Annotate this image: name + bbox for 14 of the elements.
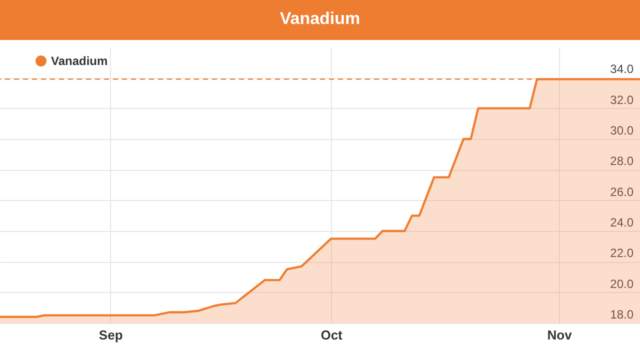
y-tick-label: 30.0 [610, 124, 634, 138]
x-tick-label: Sep [98, 328, 123, 342]
y-tick-label: 28.0 [610, 154, 634, 168]
y-tick-label: 18.0 [610, 308, 634, 322]
y-tick-label: 32.0 [610, 92, 634, 107]
y-tick-label: 20.0 [610, 276, 634, 291]
y-tick-label: 34.0 [610, 62, 634, 76]
y-tick-label: 26.0 [610, 184, 634, 199]
x-tick-label: Nov [547, 328, 573, 342]
y-tick-label: 22.0 [610, 246, 634, 260]
x-tick-label: Oct [320, 328, 344, 342]
chart-title: Vanadium [280, 9, 360, 28]
legend-label: Vanadium [51, 54, 108, 68]
y-tick-label: 24.0 [610, 216, 634, 230]
